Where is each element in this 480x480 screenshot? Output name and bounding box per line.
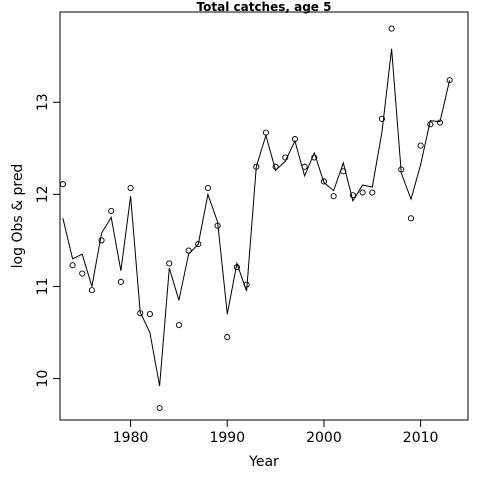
- observed-point: [311, 154, 318, 161]
- x-axis-label: Year: [248, 454, 279, 470]
- observed-point: [185, 247, 192, 254]
- observed-point: [156, 404, 163, 412]
- y-tick-label: 10: [35, 370, 51, 388]
- observed-point: [146, 311, 153, 318]
- observed-point: [282, 154, 289, 161]
- observed-point: [88, 287, 95, 294]
- observed-point: [137, 310, 144, 317]
- observed-point: [175, 322, 182, 329]
- plot-frame: [59, 11, 469, 421]
- observed-point: [59, 181, 66, 188]
- y-tick-label: 12: [35, 185, 51, 203]
- observed-point: [253, 163, 260, 170]
- observed-point: [272, 163, 279, 170]
- observed-point: [388, 25, 395, 32]
- observed-point: [204, 184, 211, 191]
- observed-point: [117, 278, 124, 285]
- observed-point: [407, 215, 415, 222]
- observed-point: [359, 189, 366, 196]
- observed-point: [108, 207, 115, 214]
- predicted-line: [62, 48, 451, 386]
- observed-point: [378, 115, 386, 122]
- observed-point: [301, 163, 308, 170]
- observed-point: [262, 129, 269, 136]
- observed-point: [349, 192, 356, 199]
- chart-title: Total catches, age 5: [197, 0, 332, 14]
- observed-point: [427, 121, 434, 128]
- y-tick-label: 11: [35, 278, 51, 296]
- observed-point: [369, 189, 376, 196]
- x-tick-label: 2010: [403, 430, 439, 446]
- observed-point: [79, 270, 86, 277]
- observed-point: [224, 334, 231, 341]
- series-layer: [59, 25, 453, 412]
- x-tick-label: 2000: [306, 430, 342, 446]
- observed-point: [340, 168, 347, 175]
- observed-point: [195, 241, 202, 248]
- observed-point: [69, 262, 76, 269]
- observed-point: [127, 184, 134, 191]
- observed-point: [330, 193, 337, 200]
- observed-point: [214, 222, 221, 229]
- observed-point: [446, 77, 453, 84]
- x-tick-label: 1980: [113, 430, 149, 446]
- observed-point: [436, 119, 444, 126]
- observed-point: [291, 136, 298, 143]
- observed-point: [320, 178, 327, 185]
- observed-point: [417, 142, 424, 149]
- x-tick-label: 1990: [209, 430, 245, 446]
- observed-point: [166, 260, 173, 267]
- x-axis: 1980 1990 2000 2010: [113, 420, 439, 446]
- y-tick-label: 13: [35, 93, 51, 111]
- y-axis-label: log Obs & pred: [10, 164, 26, 269]
- observed-point: [98, 237, 105, 244]
- observed-point: [233, 264, 240, 271]
- y-axis: 10 11 12 13: [35, 93, 60, 387]
- observed-point: [243, 281, 250, 288]
- observed-point: [398, 166, 405, 173]
